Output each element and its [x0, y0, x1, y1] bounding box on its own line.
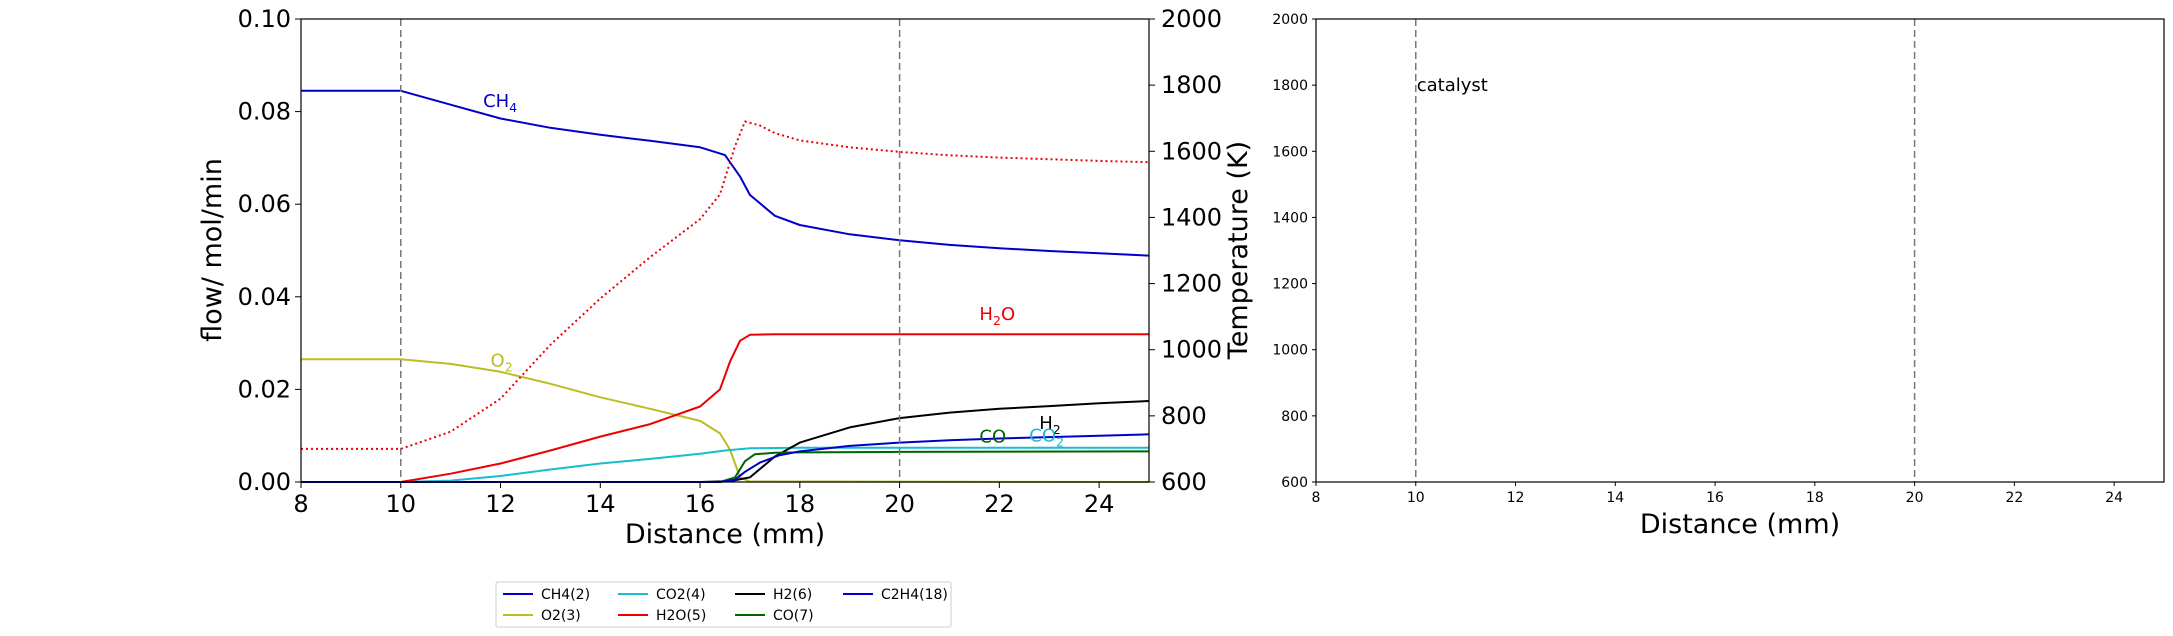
- x-tick-label: 22: [984, 490, 1015, 518]
- series-line-o2-3: [301, 358, 1150, 483]
- x-tick-label: 12: [485, 490, 516, 518]
- legend-label: O2(3): [541, 608, 581, 624]
- series-line-ch4-2: [301, 89, 1150, 257]
- y-tick-label: 0.04: [238, 283, 291, 311]
- right-chart-panel: 8 10 12 14 16 18 20 22 24 600 800 1000 1200 1400 1600…: [1272, 12, 2165, 540]
- left-chart-catalyst-boundaries: [400, 19, 901, 482]
- right-tick-label: 800: [1161, 402, 1207, 430]
- right-chart-plot-frame: [1315, 18, 2165, 483]
- right-chart-catalyst-boundaries: [1415, 19, 1916, 482]
- series-line-co2-4: [301, 446, 1149, 483]
- left-chart-x-ticks: 8 10 12 14 16 18 20 22 24: [293, 482, 1114, 518]
- y-tick-label: 0.00: [238, 468, 291, 496]
- y-tick-label: 2000: [1272, 12, 1308, 28]
- annotation-label: O2: [491, 350, 513, 374]
- y-tick-label: 600: [1281, 475, 1308, 491]
- right-tick-label: 1200: [1161, 270, 1222, 298]
- left-chart-x-axis-label: Distance (mm): [625, 519, 825, 550]
- right-tick-label: 1600: [1161, 137, 1222, 165]
- x-tick-label: 16: [685, 490, 716, 518]
- left-chart-right-ticks: 600 800 1000 1200 1400 1600 1800 2000: [1149, 5, 1222, 496]
- legend-label: C2H4(18): [881, 587, 948, 603]
- annotation-label: H2O: [979, 304, 1015, 328]
- y-tick-label: 0.06: [238, 190, 291, 218]
- x-tick-label: 14: [585, 490, 616, 518]
- annotation-label: CO: [979, 427, 1006, 448]
- legend: CH4(2) O2(3) CO2(4) H2O(5) H2(6) CO(7) C2H4(18…: [495, 581, 952, 628]
- legend-label: CO(7): [773, 608, 814, 624]
- y-tick-label: 0.08: [238, 98, 291, 126]
- y-tick-label: 1800: [1272, 78, 1308, 94]
- y-tick-label: 0.02: [238, 375, 291, 403]
- x-tick-label: 10: [385, 490, 416, 518]
- right-chart-annotations: catalyst: [1417, 75, 1488, 96]
- y-tick-label: 1600: [1272, 144, 1308, 160]
- left-chart-plot-frame: [300, 18, 1150, 483]
- y-tick-label: 800: [1281, 409, 1308, 425]
- legend-frame: [495, 581, 952, 628]
- x-tick-label: 8: [1312, 490, 1321, 506]
- x-tick-label: 14: [1606, 490, 1624, 506]
- left-chart-y-axis-label: flow/ mol/min: [197, 158, 228, 342]
- x-tick-label: 12: [1507, 490, 1525, 506]
- y-tick-label: 1400: [1272, 210, 1308, 226]
- legend-label: H2O(5): [656, 608, 706, 624]
- left-chart-y-ticks: 0.00 0.02 0.04 0.06 0.08 0.10: [238, 5, 301, 496]
- left-chart-annotations: CH4 O2 H2O H2 CO CO2: [483, 91, 1064, 449]
- x-tick-label: 8: [293, 490, 308, 518]
- x-tick-label: 16: [1706, 490, 1724, 506]
- x-tick-label: 24: [2105, 490, 2123, 506]
- right-tick-label: 2000: [1161, 5, 1222, 33]
- left-chart-panel: 8 10 12 14 16 18 20 22 24 0.000.020.040.060.080.…: [197, 5, 1254, 550]
- x-tick-label: 20: [1906, 490, 1924, 506]
- y-tick-label: 1000: [1272, 343, 1308, 359]
- legend-items: CH4(2) O2(3) CO2(4) H2O(5) H2(6) CO(7) C2H4(18…: [503, 587, 948, 624]
- x-tick-label: 24: [1084, 490, 1115, 518]
- right-chart-x-axis-label: Distance (mm): [1640, 509, 1840, 540]
- x-tick-label: 18: [1806, 490, 1824, 506]
- x-tick-label: 18: [785, 490, 816, 518]
- series-line-c2h4-18: [301, 433, 1150, 483]
- series-line-h2o-5: [301, 333, 1149, 483]
- right-tick-label: 1800: [1161, 71, 1222, 99]
- legend-label: CO2(4): [656, 587, 706, 603]
- annotation-label: H2: [1039, 413, 1061, 437]
- right-chart-x-ticks: 8 10 12 14 16 18 20 22 24: [1312, 482, 2123, 506]
- x-tick-label: 20: [884, 490, 915, 518]
- x-tick-label: 22: [2005, 490, 2023, 506]
- right-tick-label: 600: [1161, 468, 1207, 496]
- annotation-label: CO2: [1029, 425, 1064, 449]
- x-tick-label: 10: [1407, 490, 1425, 506]
- series-line-temperature: [301, 120, 1150, 450]
- catalyst-label: catalyst: [1417, 75, 1488, 96]
- right-tick-label: 1000: [1161, 336, 1222, 364]
- annotation-label: CH4: [483, 91, 517, 115]
- right-chart-y-ticks: 600 800 1000 1200 1400 1600 1800 2000: [1272, 12, 1316, 491]
- left-chart-series-lines: [301, 89, 1150, 483]
- y-tick-label: 1200: [1272, 277, 1308, 293]
- legend-label: H2(6): [773, 587, 812, 603]
- y-tick-label: 0.10: [238, 5, 291, 33]
- legend-label: CH4(2): [541, 587, 590, 603]
- right-tick-label: 1400: [1161, 203, 1222, 231]
- left-chart-right-axis-label: Temperature (K): [1223, 141, 1254, 360]
